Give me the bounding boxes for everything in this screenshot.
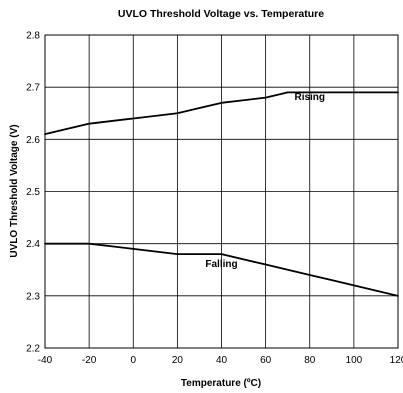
x-tick-label: 100 bbox=[346, 355, 363, 366]
series-layer bbox=[44, 91, 399, 297]
annotation-falling: Falling bbox=[205, 259, 237, 270]
series-line-falling bbox=[44, 242, 399, 297]
grid bbox=[44, 34, 399, 349]
y-tick-label: 2.3 bbox=[26, 291, 40, 302]
x-tick-label: 40 bbox=[216, 355, 228, 366]
x-tick-label: 120 bbox=[390, 355, 403, 366]
x-tick-label: -20 bbox=[82, 355, 97, 366]
y-axis-label: UVLO Threshold Voltage (V) bbox=[9, 124, 20, 257]
x-tick-label: 80 bbox=[304, 355, 316, 366]
annotations: Rising Falling bbox=[205, 92, 325, 270]
y-tick-label: 2.2 bbox=[26, 344, 40, 355]
x-axis-label: Temperature (ºC) bbox=[181, 378, 261, 389]
x-tick-label: 60 bbox=[260, 355, 272, 366]
chart-title: UVLO Threshold Voltage vs. Temperature bbox=[118, 8, 324, 20]
y-tick-label: 2.7 bbox=[26, 83, 40, 94]
annotation-rising: Rising bbox=[294, 92, 325, 103]
x-tick-label: -40 bbox=[38, 355, 53, 366]
y-tick-label: 2.8 bbox=[26, 31, 40, 42]
y-tick-label: 2.4 bbox=[26, 239, 40, 250]
x-tick-labels: -40 -20 0 20 40 60 80 100 120 bbox=[38, 355, 403, 366]
plot-frame bbox=[44, 34, 399, 349]
y-tick-labels: 2.2 2.3 2.4 2.5 2.6 2.7 2.8 bbox=[26, 31, 40, 355]
x-tick-label: 20 bbox=[172, 355, 184, 366]
y-tick-label: 2.5 bbox=[26, 187, 40, 198]
y-tick-label: 2.6 bbox=[26, 135, 40, 146]
series-line-rising bbox=[44, 91, 399, 136]
x-tick-label: 0 bbox=[130, 355, 136, 366]
